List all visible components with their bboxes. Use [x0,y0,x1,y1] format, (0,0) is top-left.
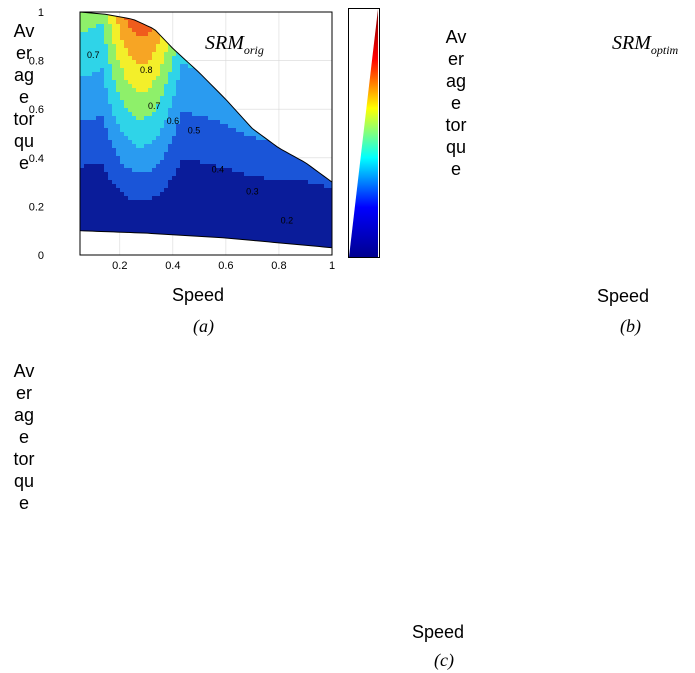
panel-c-ylabel-line: ag [13,405,35,425]
y-axis-ticks: 0 0.2 0.4 0.6 0.8 1 [29,7,44,262]
panel-c-ylabel-line: e [18,427,29,447]
panel-b-ylabel-line: e [450,93,461,113]
panel-b-ylabel-line: tor [445,115,467,135]
panel-c-ylabel-line: Av [13,361,35,381]
panel-a-ylabel-line: qu [13,131,35,151]
contour-label: 0.8 [140,65,153,75]
panel-a-ylabel-line: e [18,87,29,107]
contour-label: 0.4 [212,164,225,174]
y-tick-label: 0.4 [29,153,44,165]
panel-b-ylabel-line: e [450,159,461,179]
panel-a-ylabel-line: tor [13,109,35,129]
colorbar-frame [348,8,380,258]
contour-label: 0.3 [246,186,259,196]
panel-a-xlabel: Speed [172,285,225,305]
y-tick-label: 0.8 [29,56,44,68]
panel-a-ylabel-line: Av [13,21,35,41]
panel-c-ylabel-line: er [15,383,32,403]
panel-a-title-main: SRM [205,32,244,54]
panel-c-ylabel: Av er ag e tor qu e [4,360,44,514]
contour-level-labels: 0.7 0.8 0.7 0.6 0.5 0.4 0.3 0.2 [87,50,293,225]
panel-b-title-main: SRM [612,32,651,54]
panel-b-ylabel-line: Av [445,27,467,47]
panel-b-caption: (b) [620,316,641,336]
x-axis-ticks: 0.2 0.4 0.6 0.8 1 [112,260,335,272]
contour-label: 0.6 [167,116,180,126]
panel-b-title: SRMoptim [612,32,678,58]
x-tick-label: 0.2 [112,260,127,272]
panel-b-title-sub: optim [650,43,679,57]
panel-b-ylabel-line: qu [445,137,467,157]
x-tick-label: 1 [329,260,335,272]
panel-c-ylabel-line: tor [13,449,35,469]
x-tick-label: 0.4 [165,260,180,272]
panel-a-chart: 0.2 0.4 0.6 0.8 1 00.20.40.60.81 0.70.80.70.… [29,7,335,272]
panel-c-caption: (c) [434,650,454,670]
panel-a-title-sub: orig [243,43,264,57]
x-tick-label: 0.6 [218,260,233,272]
contour-label: 0.7 [148,101,161,111]
y-tick-label: 0 [38,250,44,262]
y-tick-label: 0.6 [29,104,44,116]
panel-c-ylabel-line: qu [13,471,35,491]
panel-a-ylabel-line: e [18,153,29,173]
contour-label: 0.5 [188,126,201,136]
panel-a-title: SRMorig [205,32,264,58]
axes-frame [79,11,333,256]
y-tick-label: 1 [38,7,44,19]
contour-label: 0.7 [87,50,100,60]
colorbar [348,8,380,258]
panel-b-xlabel: Speed [597,286,650,306]
panel-b-ylabel-line: ag [445,71,467,91]
panel-a-ylabel-line: er [15,43,32,63]
panel-b-ylabel-line: er [447,49,464,69]
x-tick-label: 0.8 [271,260,286,272]
colorbar-gradient [349,9,378,257]
contour-label: 0.2 [281,215,294,225]
y-tick-label: 0.2 [29,201,44,213]
panel-b-ylabel: Av er ag e tor qu e [436,26,476,180]
panel-a-ylabel-line: ag [13,65,35,85]
panel-c-xlabel: Speed [412,622,465,642]
panel-c-ylabel-line: e [18,493,29,513]
panel-a-caption: (a) [193,316,214,336]
panel-a-ylabel: Av er ag e tor qu e [4,20,44,174]
